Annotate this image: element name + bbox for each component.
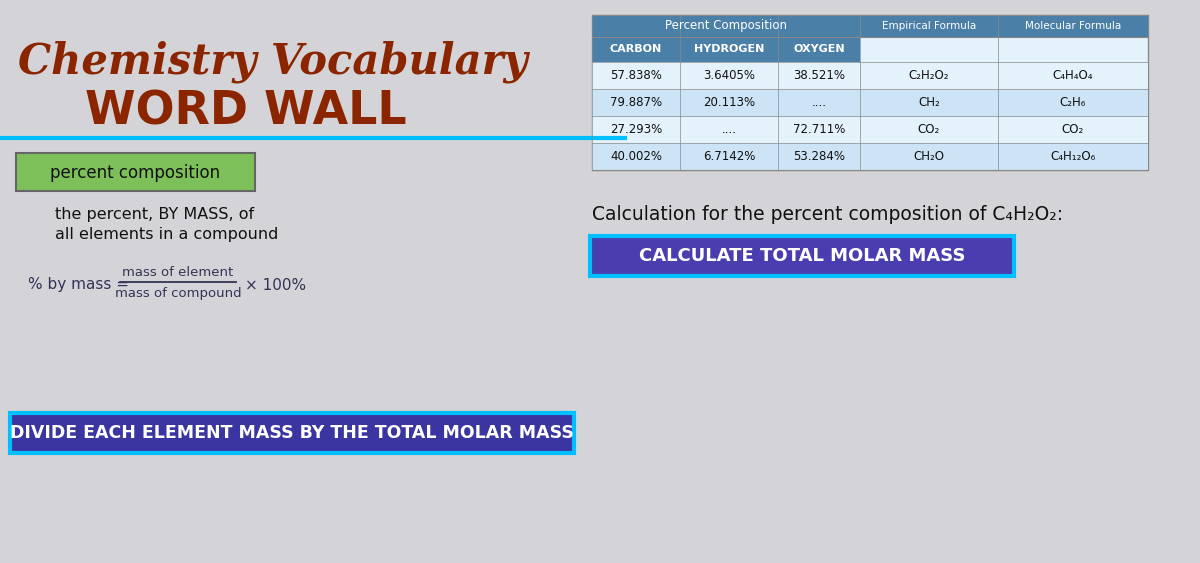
Text: mass of element: mass of element [122,266,234,279]
FancyBboxPatch shape [592,143,1148,170]
Text: C₂H₆: C₂H₆ [1060,96,1086,109]
Text: 79.887%: 79.887% [610,96,662,109]
Text: × 100%: × 100% [245,278,306,293]
FancyBboxPatch shape [592,15,1148,170]
Text: OXYGEN: OXYGEN [793,44,845,55]
Text: 72.711%: 72.711% [793,123,845,136]
FancyBboxPatch shape [590,236,1014,276]
Text: 57.838%: 57.838% [610,69,662,82]
Text: 38.521%: 38.521% [793,69,845,82]
Text: DIVIDE EACH ELEMENT MASS BY THE TOTAL MOLAR MASS: DIVIDE EACH ELEMENT MASS BY THE TOTAL MO… [10,424,574,442]
Text: Molecular Formula: Molecular Formula [1025,21,1121,31]
Text: C₄H₄O₄: C₄H₄O₄ [1052,69,1093,82]
Text: CO₂: CO₂ [918,123,940,136]
Text: Empirical Formula: Empirical Formula [882,21,976,31]
Text: 27.293%: 27.293% [610,123,662,136]
FancyBboxPatch shape [778,37,860,62]
FancyBboxPatch shape [592,62,1148,89]
FancyBboxPatch shape [10,413,574,453]
Text: CALCULATE TOTAL MOLAR MASS: CALCULATE TOTAL MOLAR MASS [638,247,965,265]
Text: 20.113%: 20.113% [703,96,755,109]
Text: CH₂O: CH₂O [913,150,944,163]
Text: Calculation for the percent composition of C₄H₂O₂:: Calculation for the percent composition … [592,205,1063,225]
FancyBboxPatch shape [16,153,256,191]
Text: CO₂: CO₂ [1062,123,1084,136]
Text: 6.7142%: 6.7142% [703,150,755,163]
Text: Chemistry Vocabulary: Chemistry Vocabulary [18,41,528,83]
Text: CARBON: CARBON [610,44,662,55]
Text: HYDROGEN: HYDROGEN [694,44,764,55]
Text: Percent Composition: Percent Composition [665,20,787,33]
Text: 40.002%: 40.002% [610,150,662,163]
Text: C₂H₂O₂: C₂H₂O₂ [908,69,949,82]
Text: % by mass =: % by mass = [28,278,130,293]
Text: C₄H₁₂O₆: C₄H₁₂O₆ [1050,150,1096,163]
FancyBboxPatch shape [592,15,860,37]
FancyBboxPatch shape [592,116,1148,143]
Text: ....: .... [721,123,737,136]
FancyBboxPatch shape [680,37,778,62]
Text: 3.6405%: 3.6405% [703,69,755,82]
FancyBboxPatch shape [998,15,1148,37]
Text: WORD WALL: WORD WALL [85,90,407,135]
Text: all elements in a compound: all elements in a compound [55,226,278,242]
Text: percent composition: percent composition [50,164,220,182]
FancyBboxPatch shape [592,89,1148,116]
FancyBboxPatch shape [860,15,998,37]
Text: the percent, BY MASS, of: the percent, BY MASS, of [55,208,254,222]
Text: 53.284%: 53.284% [793,150,845,163]
Text: mass of compound: mass of compound [115,287,241,300]
Text: CH₂: CH₂ [918,96,940,109]
Text: ....: .... [811,96,827,109]
FancyBboxPatch shape [592,37,680,62]
